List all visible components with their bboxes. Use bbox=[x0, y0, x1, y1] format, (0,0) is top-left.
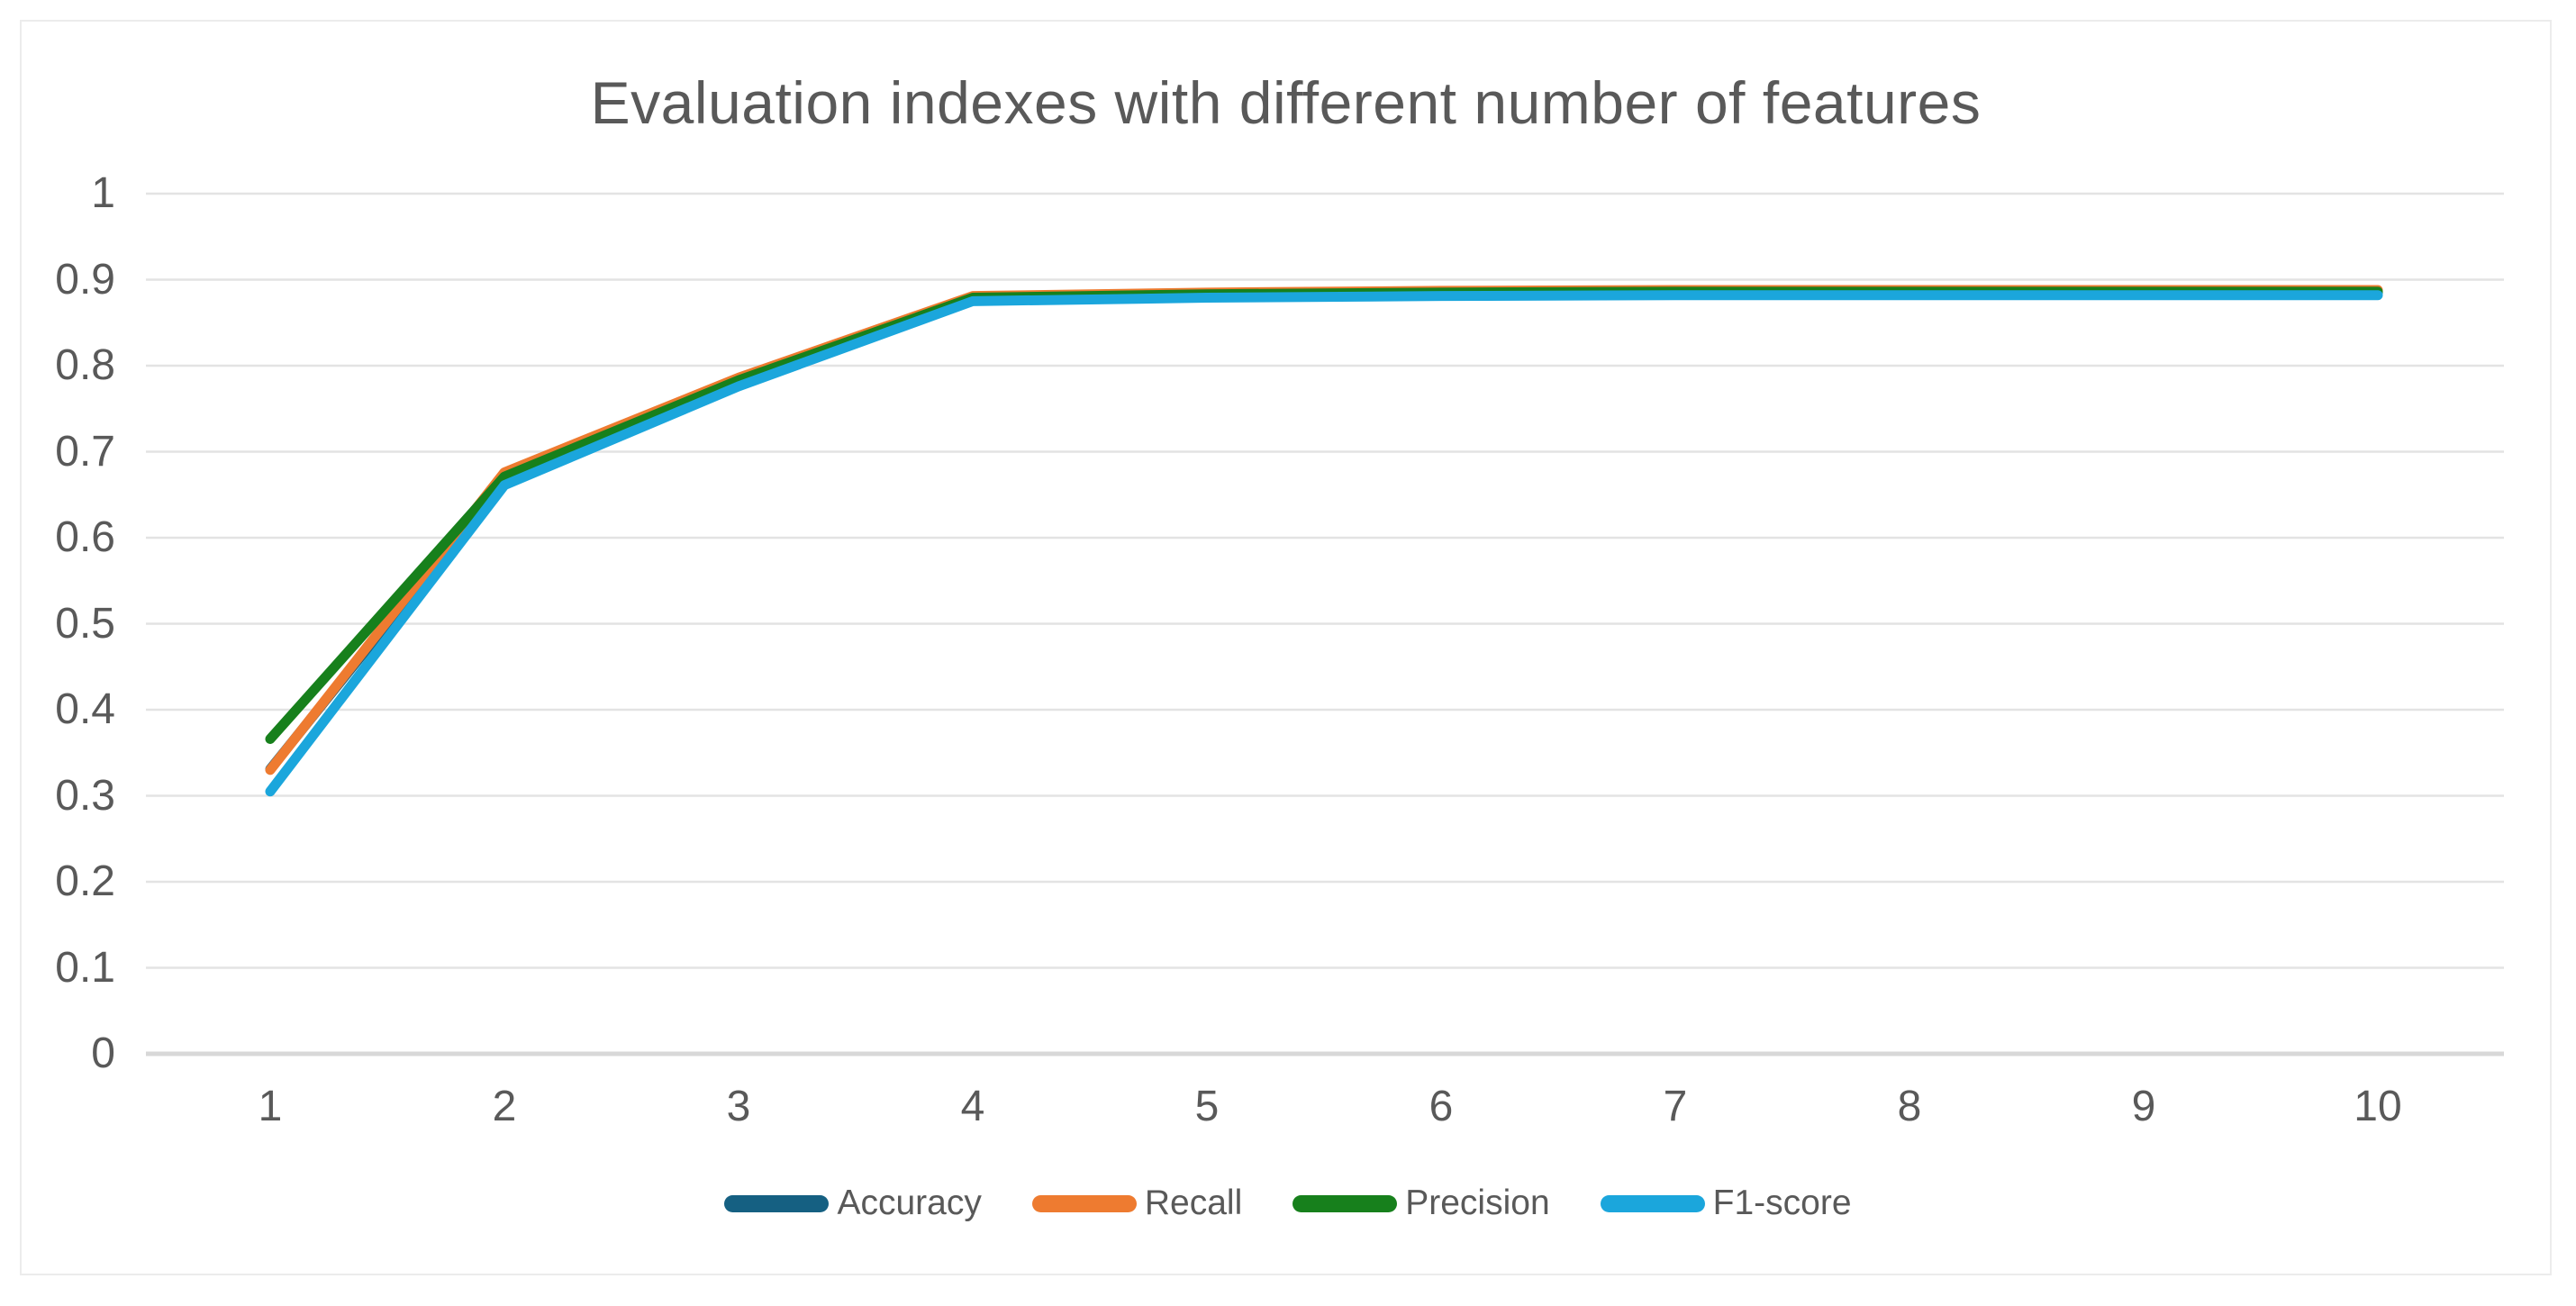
legend-item-accuracy: Accuracy bbox=[724, 1184, 982, 1223]
x-tick-label: 8 bbox=[1897, 1083, 1922, 1130]
x-tick-label: 5 bbox=[1194, 1083, 1220, 1130]
y-tick-label: 0.1 bbox=[55, 943, 115, 992]
x-tick-label: 1 bbox=[258, 1083, 283, 1130]
x-tick-label: 2 bbox=[492, 1083, 517, 1130]
x-tick-label: 4 bbox=[960, 1083, 985, 1130]
legend-label: Accuracy bbox=[837, 1184, 982, 1222]
x-tick-label: 7 bbox=[1663, 1083, 1688, 1130]
y-tick-label: 0.6 bbox=[55, 513, 115, 561]
y-tick-label: 0.7 bbox=[55, 427, 115, 476]
legend: Accuracy Recall Precision F1-score bbox=[0, 1184, 2576, 1223]
x-tick-label: 3 bbox=[726, 1083, 751, 1130]
y-tick-label: 0 bbox=[91, 1029, 115, 1077]
legend-label: F1-score bbox=[1712, 1184, 1852, 1222]
legend-item-f1-score: F1-score bbox=[1600, 1184, 1852, 1223]
x-tick-label: 9 bbox=[2131, 1083, 2156, 1130]
legend-label: Precision bbox=[1405, 1184, 1550, 1222]
legend-swatch-icon bbox=[1600, 1194, 1705, 1212]
legend-swatch-icon bbox=[1293, 1194, 1398, 1212]
legend-label: Recall bbox=[1144, 1184, 1243, 1222]
y-tick-label: 0.5 bbox=[55, 599, 115, 648]
x-tick-label: 10 bbox=[2354, 1083, 2402, 1130]
y-tick-label: 1 bbox=[91, 169, 115, 217]
x-tick-label: 6 bbox=[1429, 1083, 1454, 1130]
legend-item-precision: Precision bbox=[1293, 1184, 1550, 1223]
legend-item-recall: Recall bbox=[1031, 1184, 1243, 1223]
y-tick-label: 0.8 bbox=[55, 341, 115, 389]
y-tick-label: 0.9 bbox=[55, 255, 115, 304]
y-tick-label: 0.2 bbox=[55, 857, 115, 905]
y-tick-label: 0.4 bbox=[55, 685, 115, 733]
chart-title: Evaluation indexes with different number… bbox=[590, 69, 1982, 136]
legend-swatch-icon bbox=[1031, 1194, 1137, 1212]
legend-swatch-icon bbox=[724, 1194, 830, 1212]
y-tick-label: 0.3 bbox=[55, 771, 115, 820]
